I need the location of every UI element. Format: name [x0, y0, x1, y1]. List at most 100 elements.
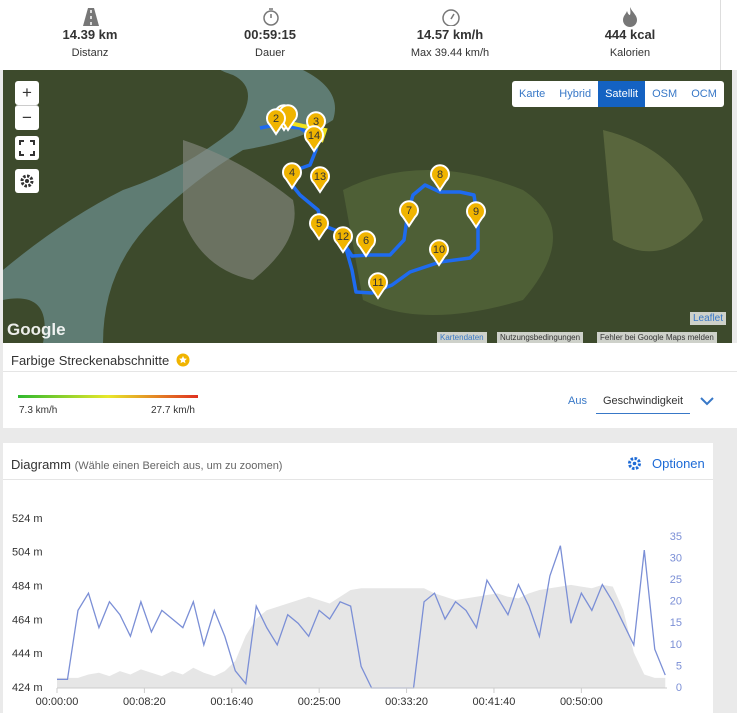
- stat-label: Max 39.44 km/h: [410, 47, 490, 59]
- chart[interactable]: text{font-size:11px;dominant-baseline:mi…: [0, 480, 713, 713]
- marker-label: 11: [372, 277, 383, 289]
- y2-tick-label: 10: [670, 639, 682, 651]
- attribution[interactable]: Fehler bei Google Maps melden: [597, 332, 717, 343]
- clock-icon: [263, 8, 279, 26]
- marker-pin: [282, 162, 302, 190]
- divider: [3, 479, 713, 480]
- y2-tick-label: 35: [670, 531, 682, 543]
- zoom-out[interactable]: −: [15, 105, 39, 130]
- gradient-min: 7.3 km/h: [19, 405, 58, 416]
- x-tick-label: 00:33:20: [385, 696, 428, 708]
- y2-tick-label: 0: [676, 682, 682, 694]
- attribution[interactable]: Kartendaten: [437, 332, 487, 343]
- gradient-max: 27.7 km/h: [151, 405, 195, 416]
- marker-label: 6: [363, 235, 369, 247]
- stat-value: 00:59:15: [243, 27, 297, 42]
- zoom-in[interactable]: +: [15, 81, 39, 105]
- speed-gradient: [18, 395, 198, 398]
- marker-pin: [430, 164, 450, 192]
- x-tick-label: 00:00:00: [36, 696, 79, 708]
- gear-icon[interactable]: [627, 456, 642, 471]
- gear-icon: [20, 174, 34, 188]
- stat-label: Kalorien: [609, 47, 651, 59]
- stat: 14.39 km Distanz: [0, 0, 181, 70]
- subtitle: (Wähle einen Bereich aus, um zu zoomen): [74, 460, 283, 472]
- stat-label: Distanz: [71, 47, 109, 59]
- x-tick-label: 00:50:00: [560, 696, 603, 708]
- map-canvas: 2 3 14 4 13 5 12 6 7 8 9 10 11: [3, 70, 732, 343]
- x-tick-label: 00:16:40: [210, 696, 253, 708]
- stat: 444 kcal Kalorien: [540, 0, 721, 70]
- speed-icon: [442, 9, 460, 26]
- marker-label: 4: [289, 167, 295, 179]
- marker-label: 7: [406, 205, 412, 217]
- layer-button[interactable]: Hybrid: [559, 88, 592, 100]
- y2-tick-label: 15: [670, 617, 682, 629]
- y-tick-label: 464 m: [12, 614, 43, 626]
- stat-label: Dauer: [255, 47, 285, 59]
- map[interactable]: 2 3 14 4 13 5 12 6 7 8 9 10 11 + − Google: [3, 70, 732, 343]
- star-icon: [176, 353, 190, 367]
- marker-pin: [266, 108, 286, 136]
- flame-icon: [623, 7, 637, 27]
- elevation-area: [57, 584, 666, 688]
- layer-button[interactable]: Satellit: [598, 81, 646, 107]
- marker-pin: [310, 166, 330, 194]
- marker-pin: [309, 213, 329, 241]
- y-tick-label: 424 m: [12, 682, 43, 694]
- marker-pin: [466, 201, 486, 229]
- segments-panel: Farbige Streckenabschnitte 7.3 km/h 27.7…: [3, 343, 737, 428]
- off-button[interactable]: Aus: [568, 395, 587, 407]
- marker-pin: [306, 111, 326, 139]
- map-logo: Google: [7, 320, 66, 339]
- marker-label: 12: [337, 231, 349, 243]
- y-tick-label: 484 m: [12, 581, 43, 593]
- marker-pin: [399, 200, 419, 228]
- marker-label: 2: [273, 113, 279, 125]
- marker-label: 10: [433, 244, 445, 256]
- attribution[interactable]: Nutzungsbedingungen: [497, 332, 584, 343]
- marker-label: 13: [314, 171, 326, 183]
- stat: 00:59:15 Dauer: [180, 0, 361, 70]
- y2-tick-label: 5: [676, 660, 682, 672]
- marker-label: 14: [308, 130, 320, 142]
- marker-pin: [356, 230, 376, 258]
- divider: [3, 371, 737, 372]
- marker-label: 5: [316, 218, 322, 230]
- marker-pin: [368, 272, 388, 300]
- options-button[interactable]: Optionen: [652, 456, 705, 471]
- layer-switcher: Karte Hybrid Satellit OSM OCM: [512, 81, 724, 107]
- fullscreen-icon: [19, 140, 35, 156]
- diagram-title: Diagramm (Wähle einen Bereich aus, um zu…: [11, 457, 282, 472]
- road-icon: [83, 8, 99, 26]
- marker-label: 9: [473, 206, 479, 218]
- speed-line: [57, 545, 666, 689]
- y2-tick-label: 20: [670, 596, 682, 608]
- stat-filler: [721, 0, 737, 70]
- y2-tick-label: 25: [670, 574, 682, 586]
- y-tick-label: 504 m: [12, 547, 43, 559]
- marker-label: 3: [313, 116, 319, 128]
- title: Diagramm: [11, 457, 71, 472]
- layer-button[interactable]: OCM: [691, 88, 717, 100]
- fullscreen-button[interactable]: [15, 136, 39, 160]
- layer-button[interactable]: Karte: [519, 88, 546, 100]
- segments-title: Farbige Streckenabschnitte: [11, 353, 170, 368]
- attribution[interactable]: Leaflet: [690, 312, 727, 325]
- x-tick-label: 00:08:20: [123, 696, 166, 708]
- stat: 14.57 km/h Max 39.44 km/h: [360, 0, 541, 70]
- settings-button[interactable]: [15, 169, 39, 193]
- marker-pin: [429, 239, 449, 267]
- layer-button[interactable]: OSM: [652, 88, 678, 100]
- x-tick-label: 00:25:00: [298, 696, 341, 708]
- stat-value: 14.39 km: [62, 27, 118, 42]
- chevron-icon[interactable]: [700, 396, 714, 406]
- y2-tick-label: 30: [670, 553, 682, 565]
- y-tick-label: 444 m: [12, 648, 43, 660]
- mode-select[interactable]: Geschwindigkeit: [596, 389, 690, 414]
- marker-pin: [304, 125, 324, 153]
- stat-value: 14.57 km/h: [416, 27, 484, 42]
- marker-label: 8: [437, 169, 443, 181]
- y-tick-label: 524 m: [12, 513, 43, 525]
